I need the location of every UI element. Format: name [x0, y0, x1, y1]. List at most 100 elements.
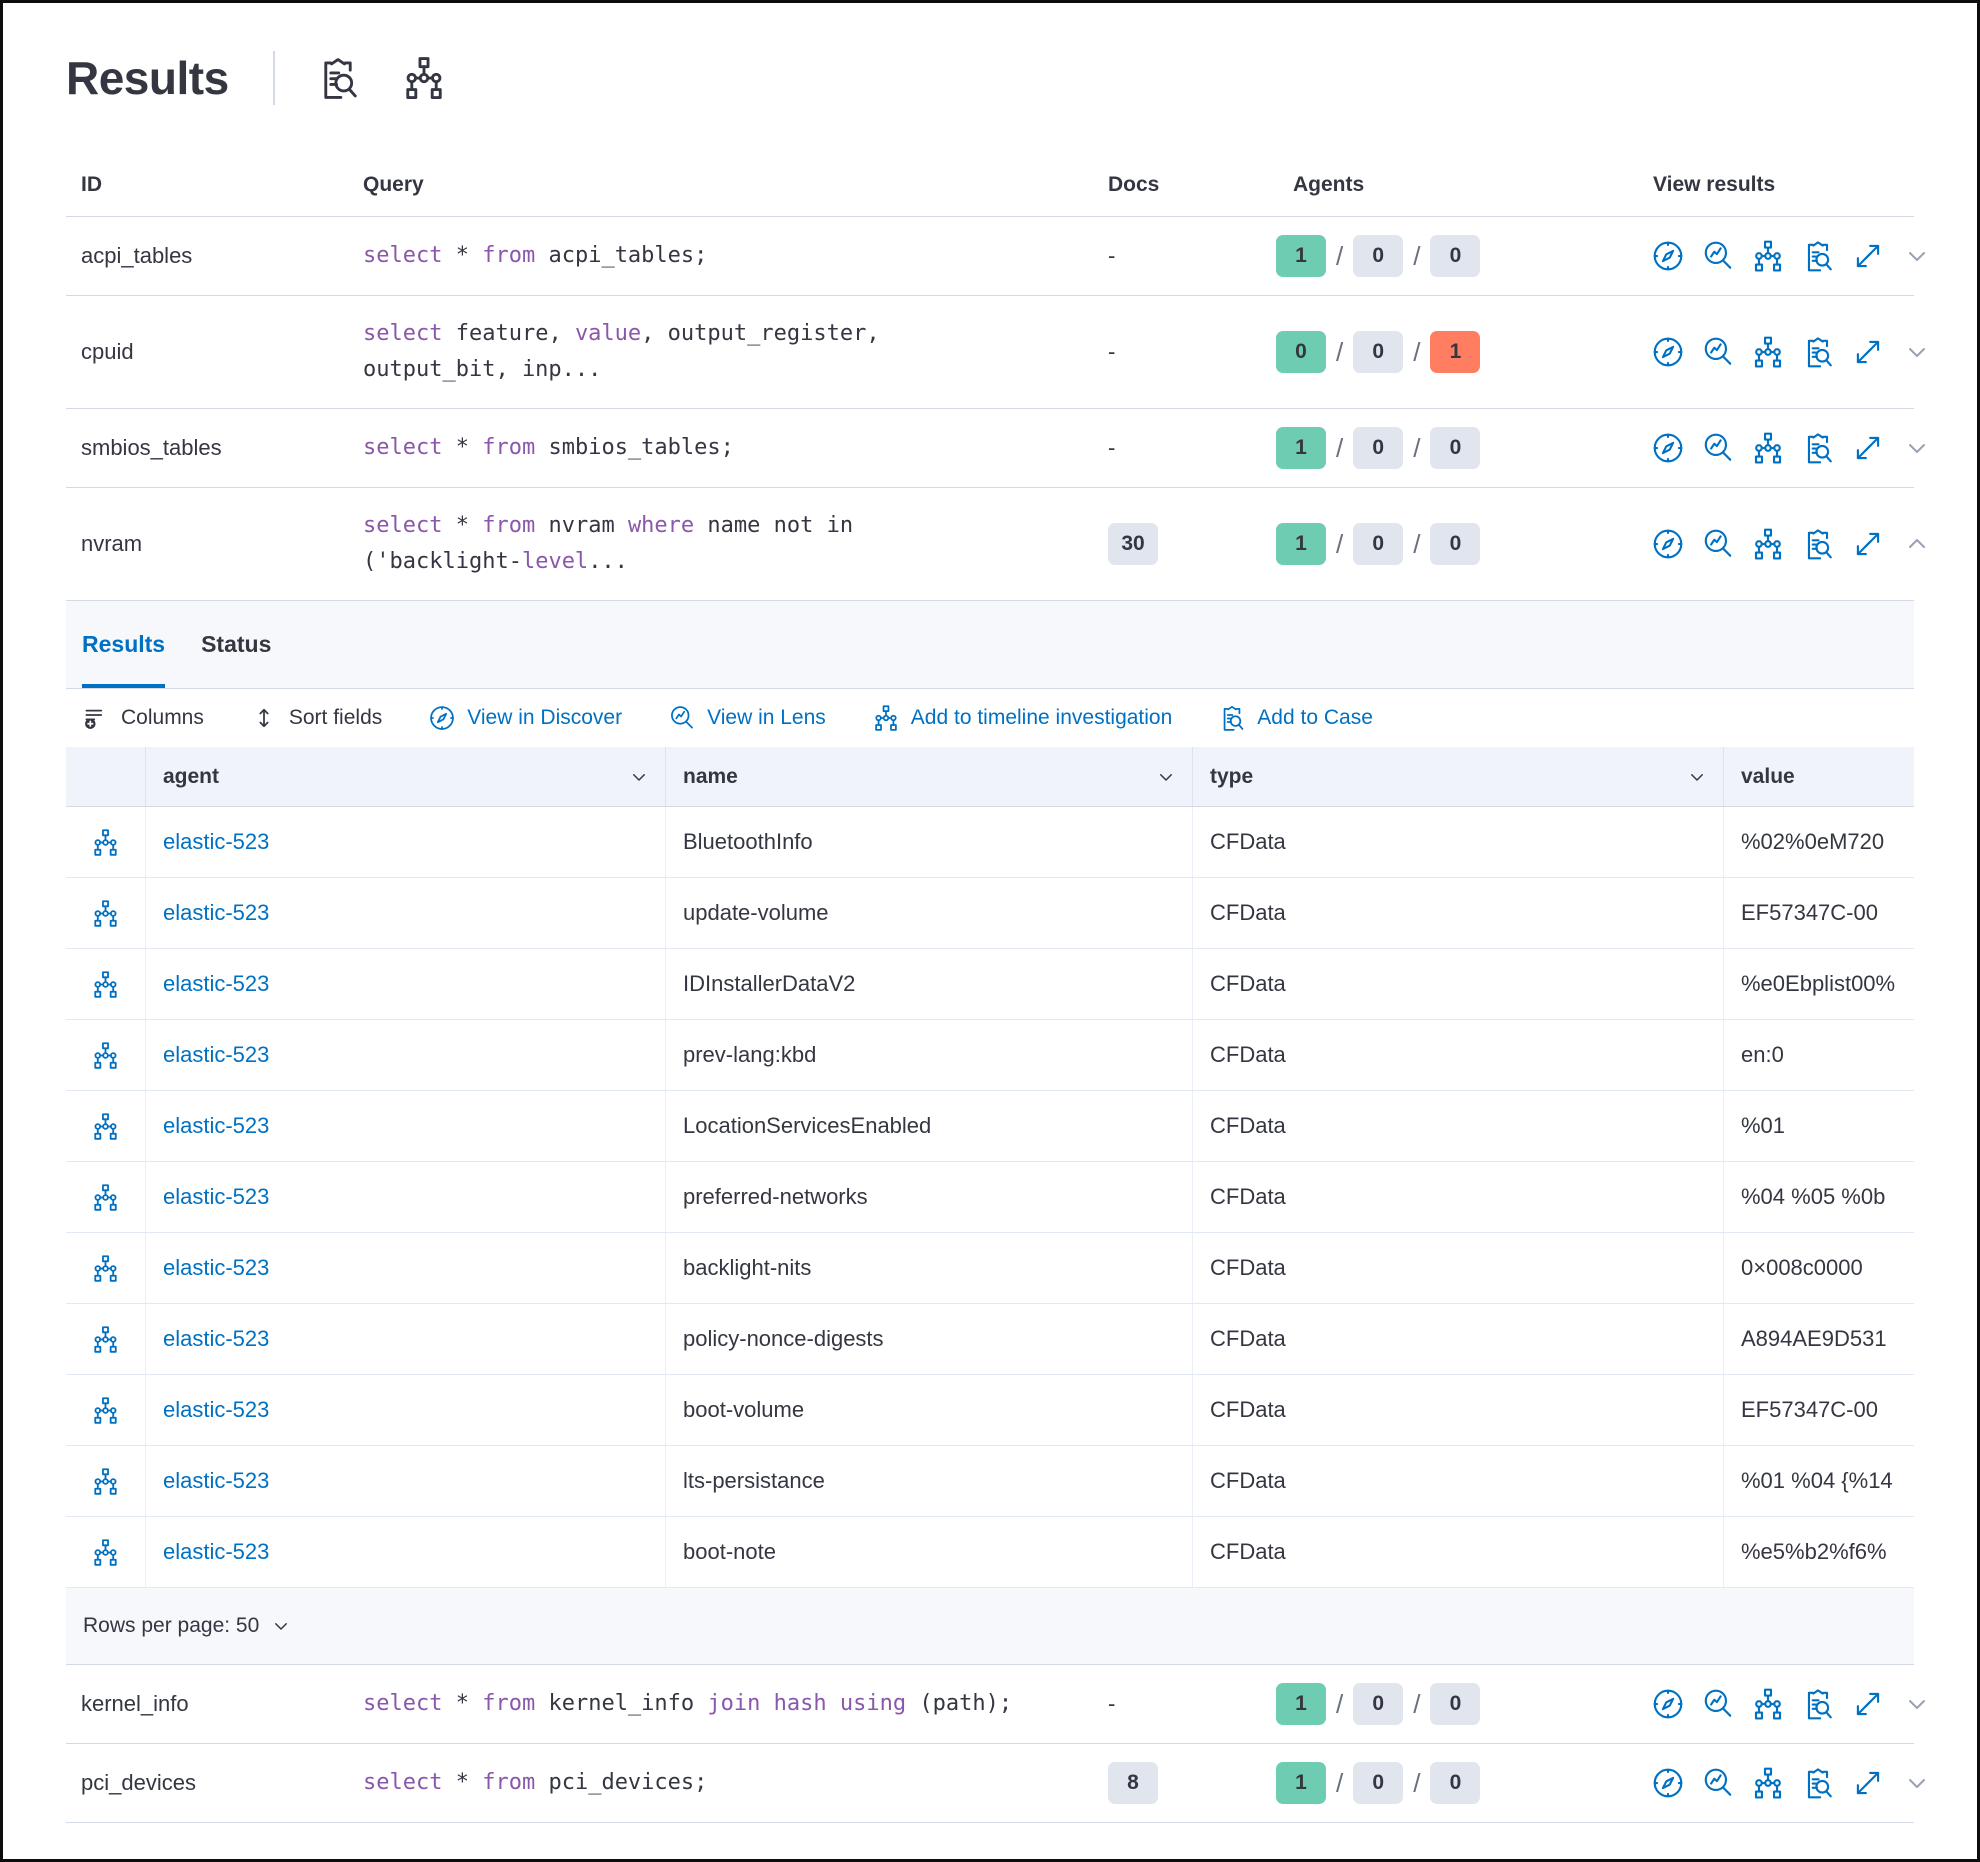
expand-row-chevron-down-icon[interactable]: [1901, 1688, 1933, 1720]
grid-column-header-value[interactable]: value: [1724, 747, 1914, 806]
add-row-to-timeline-icon[interactable]: [91, 1467, 120, 1496]
add-row-to-timeline-icon[interactable]: [91, 899, 120, 928]
query-id: cpuid: [81, 339, 134, 364]
query-agents-status: 1 / 0 / 0: [1228, 1762, 1600, 1804]
tab-status[interactable]: Status: [201, 631, 272, 657]
toolbar-add-to-case[interactable]: Add to Case: [1218, 704, 1373, 732]
name-cell: preferred-networks: [666, 1162, 1193, 1232]
add-to-case-icon[interactable]: [1801, 431, 1835, 465]
add-to-case-icon[interactable]: [1801, 1766, 1835, 1800]
add-to-timeline-icon[interactable]: [1751, 527, 1785, 561]
add-to-case-icon[interactable]: [1801, 239, 1835, 273]
add-row-to-timeline-icon[interactable]: [91, 1254, 120, 1283]
add-to-timeline-icon[interactable]: [1751, 431, 1785, 465]
expand-row-chevron-down-icon[interactable]: [1901, 336, 1933, 368]
view-in-discover-icon[interactable]: [1651, 527, 1685, 561]
add-row-to-timeline-icon[interactable]: [91, 1041, 120, 1070]
toolbar-columns[interactable]: Columns: [82, 704, 204, 732]
view-in-discover-icon[interactable]: [1651, 1766, 1685, 1800]
expand-results-icon[interactable]: [1851, 1687, 1885, 1721]
agent-link[interactable]: elastic-523: [163, 971, 270, 996]
view-in-discover-icon[interactable]: [1651, 1687, 1685, 1721]
toolbar-label: View in Discover: [467, 706, 623, 729]
query-id: nvram: [81, 531, 143, 556]
expand-results-icon[interactable]: [1851, 1766, 1885, 1800]
add-to-case-icon[interactable]: [1801, 527, 1835, 561]
type-cell: CFData: [1193, 1233, 1724, 1303]
view-in-lens-icon[interactable]: [1701, 527, 1735, 561]
agents-pending-badge: 0: [1353, 523, 1404, 565]
add-to-case-icon[interactable]: [1801, 1687, 1835, 1721]
add-row-to-timeline-icon[interactable]: [91, 1538, 120, 1567]
view-in-lens-icon[interactable]: [1701, 335, 1735, 369]
add-row-to-timeline-icon[interactable]: [91, 970, 120, 999]
expand-results-icon[interactable]: [1851, 335, 1885, 369]
add-to-timeline-icon[interactable]: [1751, 1766, 1785, 1800]
agent-link[interactable]: elastic-523: [163, 1184, 270, 1209]
agent-link[interactable]: elastic-523: [163, 1042, 270, 1067]
rows-per-page-control[interactable]: Rows per page: 50: [83, 1614, 260, 1637]
add-row-to-timeline-icon[interactable]: [91, 1112, 120, 1141]
add-to-timeline-icon[interactable]: [1751, 335, 1785, 369]
expand-results-icon[interactable]: [1851, 527, 1885, 561]
view-in-discover-icon[interactable]: [1651, 335, 1685, 369]
toolbar-view-in-discover[interactable]: View in Discover: [428, 704, 622, 732]
query-docs-count: 8: [1078, 1762, 1228, 1804]
toolbar-sort-fields[interactable]: Sort fields: [250, 704, 382, 732]
view-in-lens-icon[interactable]: [1701, 1687, 1735, 1721]
add-to-timeline-icon[interactable]: [1751, 239, 1785, 273]
agent-link[interactable]: elastic-523: [163, 1397, 270, 1422]
inspect-icon[interactable]: [315, 55, 361, 101]
expand-row-chevron-down-icon[interactable]: [1901, 432, 1933, 464]
add-to-case-icon[interactable]: [1801, 335, 1835, 369]
timeline-icon[interactable]: [401, 55, 447, 101]
table-row: elastic-523 policy-nonce-digests CFData …: [66, 1304, 1914, 1375]
type-cell: CFData: [1193, 1091, 1724, 1161]
add-row-to-timeline-icon[interactable]: [91, 828, 120, 857]
agent-link[interactable]: elastic-523: [163, 829, 270, 854]
toolbar-add-to-timeline-investigation[interactable]: Add to timeline investigation: [872, 704, 1173, 732]
toolbar-label: Add to timeline investigation: [910, 706, 1173, 729]
grid-column-header-agent[interactable]: agent: [146, 747, 666, 806]
data-grid-header: agent name type value: [66, 747, 1914, 807]
query-view-results-actions: [1600, 431, 1933, 465]
add-row-to-timeline-icon[interactable]: [91, 1396, 120, 1425]
query-sql-line: select * from acpi_tables;: [363, 243, 708, 268]
view-in-discover-icon[interactable]: [1651, 239, 1685, 273]
add-row-to-timeline-icon[interactable]: [91, 1325, 120, 1354]
agents-separator: /: [1336, 1688, 1344, 1719]
expand-results-icon[interactable]: [1851, 431, 1885, 465]
query-sql-line: select * from nvram where name not in: [363, 513, 854, 538]
value-cell: A894AE9D531: [1741, 1326, 1887, 1351]
name-cell: boot-note: [666, 1517, 1193, 1587]
agent-link[interactable]: elastic-523: [163, 1539, 270, 1564]
agent-link[interactable]: elastic-523: [163, 1113, 270, 1138]
view-in-lens-icon[interactable]: [1701, 1766, 1735, 1800]
add-to-timeline-icon[interactable]: [1751, 1687, 1785, 1721]
expand-row-chevron-down-icon[interactable]: [1901, 1767, 1933, 1799]
view-in-lens-icon[interactable]: [1701, 239, 1735, 273]
expand-row-chevron-down-icon[interactable]: [1901, 240, 1933, 272]
collapse-row-chevron-up-icon[interactable]: [1901, 528, 1933, 560]
grid-column-header-name[interactable]: name: [666, 747, 1193, 806]
agent-link[interactable]: elastic-523: [163, 900, 270, 925]
name-cell: lts-persistance: [666, 1446, 1193, 1516]
toolbar-view-in-lens[interactable]: View in Lens: [668, 704, 826, 732]
query-sql: select * from smbios_tables;: [348, 410, 1078, 486]
grid-column-header-type[interactable]: type: [1193, 747, 1724, 806]
table-row: elastic-523 preferred-networks CFData %0…: [66, 1162, 1914, 1233]
queries-table-bottom: kernel_info select * from kernel_info jo…: [66, 1665, 1925, 1823]
queries-table-header: ID Query Docs Agents View results: [66, 153, 1914, 217]
agent-link[interactable]: elastic-523: [163, 1255, 270, 1280]
table-row: elastic-523 IDInstallerDataV2 CFData %e0…: [66, 949, 1914, 1020]
agent-link[interactable]: elastic-523: [163, 1468, 270, 1493]
docs-count-badge: 8: [1108, 1762, 1158, 1804]
view-in-lens-icon[interactable]: [1701, 431, 1735, 465]
expand-results-icon[interactable]: [1851, 239, 1885, 273]
value-cell: %e5%b2%f6%: [1741, 1539, 1887, 1564]
chevron-down-icon[interactable]: [269, 1614, 293, 1638]
tab-results[interactable]: Results: [82, 601, 165, 688]
view-in-discover-icon[interactable]: [1651, 431, 1685, 465]
agent-link[interactable]: elastic-523: [163, 1326, 270, 1351]
add-row-to-timeline-icon[interactable]: [91, 1183, 120, 1212]
